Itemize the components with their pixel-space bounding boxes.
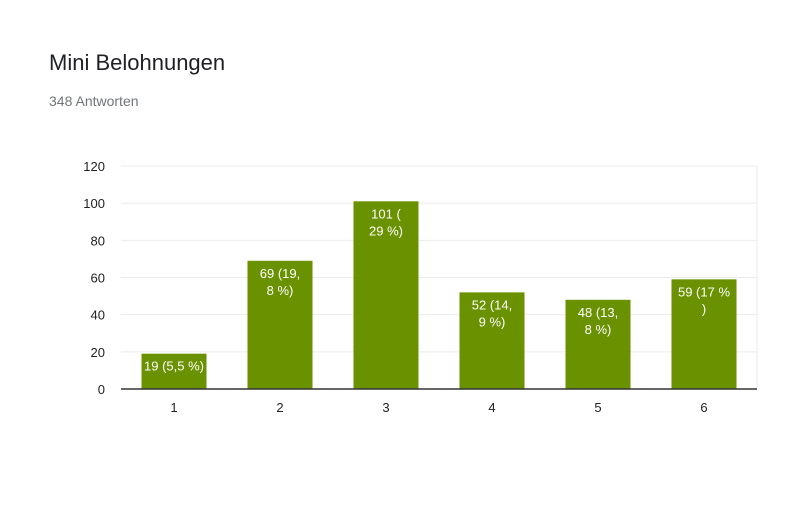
x-tick-label: 4 <box>488 400 495 415</box>
data-label-line: 101 ( <box>371 206 401 221</box>
x-tick-label: 1 <box>170 400 177 415</box>
data-label-line: 48 (13, <box>578 305 618 320</box>
response-count: 348 Antworten <box>49 93 139 109</box>
y-tick-label: 120 <box>83 159 105 174</box>
data-label-line: 8 %) <box>585 322 612 337</box>
chart-title: Mini Belohnungen <box>49 50 226 75</box>
data-label: 101 ( 29 %) <box>369 206 403 238</box>
data-label: 19 (5,5 %) <box>144 359 204 374</box>
data-label-line: 8 %) <box>267 283 294 298</box>
data-label-line: 9 %) <box>479 314 506 329</box>
y-tick-label: 60 <box>91 271 105 286</box>
data-label-line: 69 (19, <box>260 266 300 281</box>
x-tick-label: 6 <box>700 400 707 415</box>
y-tick-label: 0 <box>98 382 105 397</box>
y-tick-label: 80 <box>91 233 105 248</box>
bar-4 <box>459 292 525 389</box>
data-label: 48 (13, 8 %) <box>578 305 618 337</box>
grid-lines <box>121 165 758 389</box>
bar-5 <box>565 299 631 389</box>
data-label: 59 (17 %) <box>678 284 730 316</box>
data-label-line: 59 (17 % <box>678 284 730 299</box>
x-tick-label: 2 <box>276 400 283 415</box>
data-labels: 19 (5,5 %) 69 (19, 8 %) 101 ( 29 %) 52 (14, 9 … <box>144 206 730 373</box>
bar-1 <box>141 353 207 389</box>
data-label-line: 29 %) <box>369 223 403 238</box>
data-label-line: 19 (5,5 %) <box>144 359 204 374</box>
data-label: 69 (19, 8 %) <box>260 266 300 298</box>
bar-3 <box>353 201 419 389</box>
bars <box>121 201 757 390</box>
y-tick-label: 100 <box>83 196 105 211</box>
x-axis-ticks: 1 2 3 4 5 6 <box>170 400 707 415</box>
data-label: 52 (14, 9 %) <box>472 297 512 329</box>
x-tick-label: 5 <box>594 400 601 415</box>
y-axis-ticks: 0 20 40 60 80 100 120 <box>83 159 105 397</box>
x-tick-label: 3 <box>382 400 389 415</box>
y-tick-label: 20 <box>91 345 105 360</box>
data-label-line: ) <box>702 301 706 316</box>
bar-6 <box>671 279 737 389</box>
y-tick-label: 40 <box>91 308 105 323</box>
bar-2 <box>247 260 313 389</box>
data-label-line: 52 (14, <box>472 297 512 312</box>
